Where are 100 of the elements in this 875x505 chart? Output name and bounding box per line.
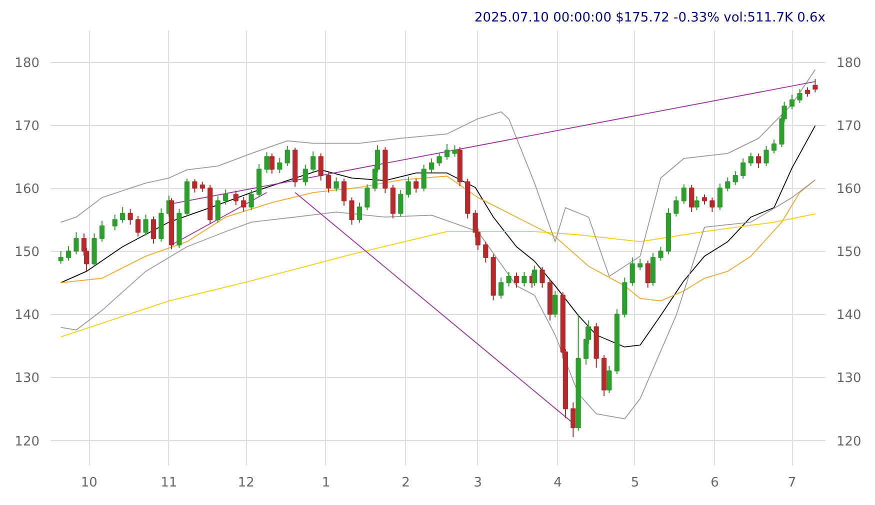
candlestick [150,216,156,244]
candlestick [630,256,635,286]
candlestick [694,196,700,211]
line-series [60,179,816,420]
candlestick [223,188,228,205]
candlestick [58,250,64,264]
candlestick [570,402,576,438]
line-series [60,214,816,338]
candlestick [732,170,738,186]
x-tick-label: 6 [710,476,719,490]
candlestick [645,260,650,288]
candlestick [764,145,769,167]
candlestick [540,266,545,288]
candlestick [717,183,722,211]
candlestick [284,145,290,167]
line-series [60,69,816,277]
candlestick [689,184,694,213]
y-tick-label: 170 [14,119,40,134]
line-series [60,125,816,348]
candlestick [756,152,762,168]
x-tick-label: 2 [402,476,410,490]
candlestick [364,184,370,211]
y-tick-label: 140 [14,308,40,324]
candlestick [452,144,458,158]
candlestick [318,152,324,182]
candlestick [702,194,708,205]
candlestick [326,172,332,194]
y2-tick-label: 130 [836,371,862,386]
candlestick [498,277,504,299]
y-tick-label: 120 [14,434,40,450]
y-tick-label: 130 [14,371,40,386]
x-tick-label: 12 [238,476,254,490]
candlestick [748,152,754,167]
chart-title: 2025.07.10 00:00:00 $175.72 -0.33% vol:511.7K 0.6x [474,10,826,26]
candlestick [341,178,347,206]
y2-tick-label: 160 [836,182,862,198]
candlestick [406,176,411,198]
y2-tick-label: 140 [836,308,862,324]
candlestick [302,164,308,186]
candlestick [143,214,148,236]
x-tick-label: 4 [554,476,562,490]
candlestick [233,190,238,206]
y2-tick-label: 180 [836,56,862,72]
candlestick [681,184,686,204]
candlestick [277,157,282,174]
x-tick-label: 7 [788,476,796,490]
y-tick-label: 180 [14,56,40,72]
candlestick [606,365,612,394]
candlestick [356,202,362,224]
candlestick [522,271,527,287]
candlestick [112,214,118,231]
y2-tick-label: 120 [836,434,862,450]
y-tick-label: 150 [14,245,40,260]
candlestick [414,178,419,194]
candlestick [514,272,520,288]
candlestick [804,86,810,98]
candlestick [658,246,664,262]
x-tick-label: 10 [80,476,98,490]
candlestick [429,158,434,173]
candlestick [436,152,442,167]
candlestick [120,206,126,224]
candlestick [192,178,198,194]
candlestick [398,190,404,217]
candlestick [74,232,79,255]
candlestick [215,196,220,224]
candlestick [248,190,254,211]
line-series [60,176,816,302]
x-tick-label: 11 [160,476,178,490]
y2-tick-label: 170 [836,119,862,134]
y-tick-label: 160 [14,182,40,198]
candlestick [310,151,316,173]
candlestick [532,265,538,286]
candlestick [710,197,715,213]
candlestick [506,271,512,287]
candlestick [135,215,141,238]
candlestick [789,94,795,110]
candlestick [812,78,818,93]
candlestick [638,258,643,271]
candlestick [200,181,205,192]
candlestick [725,176,730,192]
candlestick [421,164,426,192]
candlestick [674,196,679,217]
candlestick [797,88,802,104]
candlestick [334,176,339,192]
candlestick [99,220,105,242]
candlestick [264,152,270,174]
x-tick-label: 5 [630,476,640,490]
candlestick [740,158,746,180]
candlestick [349,197,354,226]
candlestick [269,152,274,174]
candlestick [444,143,450,160]
y2-tick-label: 150 [836,245,862,260]
x-tick-label: 3 [474,476,482,490]
candlestick [241,196,246,212]
candlestick [128,208,133,226]
candlestick [552,290,558,318]
candlestick [771,139,777,154]
candlestick [483,241,488,263]
candlestick [66,246,72,262]
x-tick-label: 1 [322,476,330,490]
